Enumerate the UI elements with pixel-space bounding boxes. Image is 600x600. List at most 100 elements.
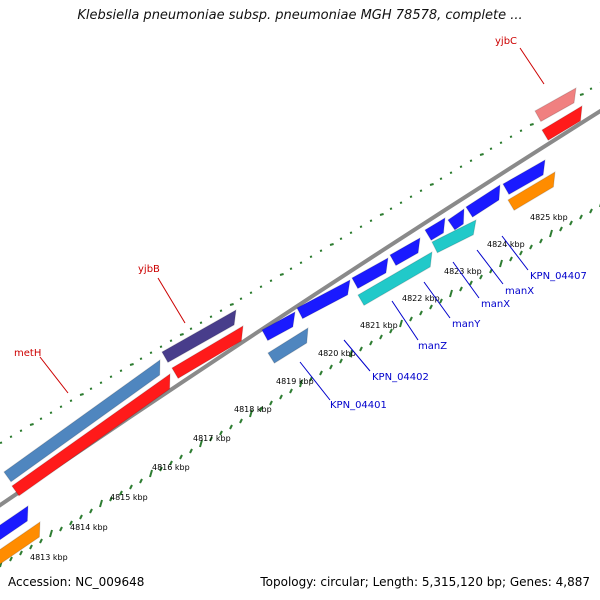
tick-mark — [329, 364, 333, 370]
genome-summary-text: Topology: circular; Length: 5,315,120 bp… — [260, 575, 590, 589]
tick-mark — [409, 195, 413, 198]
tick-mark — [19, 429, 23, 432]
tick-mark — [579, 93, 584, 96]
tick-mark — [379, 213, 384, 216]
tick-mark — [219, 430, 223, 436]
gene-KPN_04401 — [267, 327, 309, 364]
tick-mark — [69, 399, 73, 402]
scale-label: 4821 kbp — [360, 321, 398, 330]
gene-label: manX — [481, 299, 510, 310]
tick-mark — [399, 201, 403, 204]
tick-mark — [39, 417, 43, 420]
gene-label: yjbB — [138, 264, 160, 275]
gene-label: manX — [505, 286, 534, 297]
gene-upper-5 — [424, 217, 446, 241]
gene-label: metH — [14, 348, 41, 359]
tick-mark — [379, 334, 383, 340]
scale-label: 4823 kbp — [444, 267, 482, 276]
gene-label: KPN_04401 — [330, 400, 387, 411]
tick-mark — [169, 460, 173, 466]
gene-metH — [3, 359, 161, 483]
tick-mark — [259, 285, 263, 288]
tick-mark — [289, 267, 293, 270]
outer-tick-track — [0, 81, 600, 444]
tick-mark — [109, 375, 113, 378]
tick-mark — [349, 349, 353, 358]
tick-mark — [589, 87, 593, 90]
tick-mark — [119, 490, 123, 496]
scale-label: 4818 kbp — [234, 405, 272, 414]
tick-mark — [409, 316, 413, 322]
scale-label: 4814 kbp — [70, 523, 108, 532]
gene-red-1 — [11, 373, 171, 497]
tick-mark — [469, 159, 473, 162]
gene-features — [0, 87, 583, 565]
tick-mark — [59, 405, 63, 408]
gene-red-3 — [541, 105, 583, 141]
gene-label: KPN_04402 — [372, 372, 429, 383]
gene-yjbC — [534, 87, 577, 123]
tick-mark — [529, 123, 534, 126]
gene-label-leader — [39, 356, 69, 394]
scale-labels: 4813 kbp 4814 kbp 4815 kbp 4816 kbp 4817 kbp… — [30, 213, 568, 562]
tick-mark — [539, 238, 543, 244]
tick-mark — [439, 177, 443, 180]
tick-mark — [559, 226, 563, 232]
tick-mark — [179, 333, 184, 336]
tick-mark — [139, 478, 143, 484]
tick-mark — [229, 303, 234, 306]
tick-mark — [329, 243, 334, 246]
tick-mark — [109, 496, 113, 502]
scale-label: 4817 kbp — [193, 434, 231, 443]
tick-mark — [49, 529, 53, 538]
tick-mark — [69, 520, 73, 526]
gene-label-leader — [476, 249, 504, 285]
tick-mark — [199, 321, 203, 324]
tick-mark — [179, 454, 183, 460]
tick-mark — [529, 244, 533, 250]
tick-mark — [499, 259, 503, 268]
tick-mark — [319, 249, 323, 252]
tick-mark — [319, 370, 323, 376]
tick-mark — [339, 237, 343, 240]
tick-mark — [189, 327, 193, 330]
gene-upper-2 — [296, 279, 351, 320]
tick-mark — [19, 550, 23, 556]
tick-mark — [299, 379, 303, 388]
gene-label: manZ — [418, 341, 447, 352]
tick-mark — [99, 381, 103, 384]
tick-mark — [209, 315, 213, 318]
gene-upper-8 — [502, 159, 546, 196]
gene-label-leader — [299, 361, 331, 401]
scale-label: 4820 kbp — [318, 349, 356, 358]
inner-tick-track — [0, 203, 600, 568]
tick-mark — [369, 340, 373, 346]
tick-mark — [299, 261, 303, 264]
tick-mark — [489, 147, 493, 150]
tick-mark — [39, 538, 43, 544]
tick-mark — [279, 394, 283, 400]
tick-mark — [269, 279, 273, 282]
scale-label: 4816 kbp — [152, 463, 190, 472]
scale-label: 4815 kbp — [110, 493, 148, 502]
gene-labels: metHyjbByjbCKPN_04401KPN_04402manZmanYma… — [14, 36, 587, 411]
gene-label: KPN_04407 — [530, 271, 587, 282]
tick-mark — [189, 448, 193, 454]
tick-mark — [309, 376, 313, 382]
gene-label: yjbC — [495, 36, 517, 47]
tick-mark — [289, 388, 293, 394]
gene-upper-1 — [261, 311, 296, 342]
tick-mark — [199, 439, 203, 448]
gene-KPN_04407 — [507, 171, 556, 211]
gene-label-leader — [391, 300, 419, 341]
tick-mark — [389, 207, 393, 210]
gene-left-orange — [0, 521, 41, 565]
tick-mark — [99, 499, 103, 508]
tick-mark — [89, 387, 93, 390]
tick-mark — [359, 225, 363, 228]
tick-mark — [279, 273, 284, 276]
gene-upper-4 — [389, 237, 421, 267]
tick-mark — [129, 363, 134, 366]
accession-text: Accession: NC_009648 — [8, 575, 145, 589]
